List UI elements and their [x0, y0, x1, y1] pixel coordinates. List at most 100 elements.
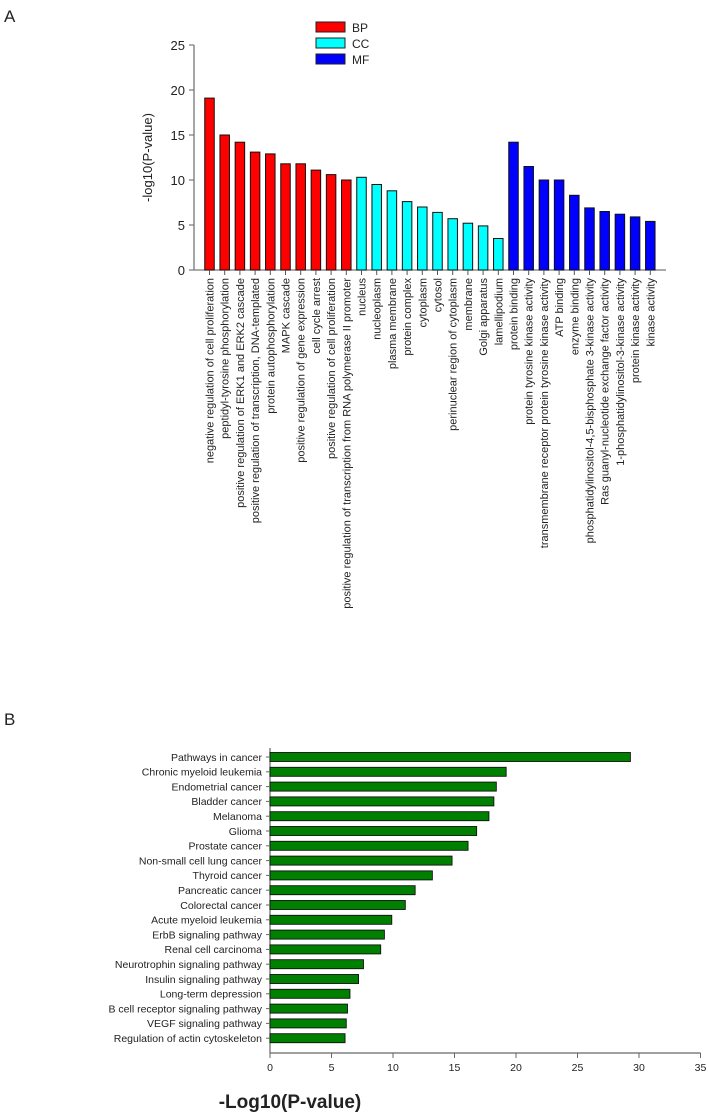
legend-label-cc: CC — [352, 37, 370, 51]
x-tick-label: 15 — [449, 1062, 461, 1074]
x-tick-label: lamellipodium — [493, 278, 505, 345]
bar — [269, 781, 497, 792]
bar-cc — [447, 218, 458, 271]
bar-bp — [325, 174, 337, 271]
y-tick-label: Colorectal cancer — [180, 900, 262, 912]
x-tick-label: protein autophosphorylation — [265, 278, 277, 414]
bar-bp — [280, 163, 291, 271]
x-tick-label: nucleus — [357, 278, 369, 316]
x-tick-label: cytoplasm — [417, 278, 429, 328]
x-tick-label: 1-phosphatidylinositol-3-kinase activity — [615, 278, 627, 466]
legend-label-bp: BP — [352, 21, 368, 35]
y-tick-label: 25 — [171, 38, 185, 53]
y-tick-label: Insulin signaling pathway — [145, 974, 262, 986]
bar — [269, 944, 382, 955]
x-tick-label: cell cycle arrest — [311, 278, 323, 354]
x-tick-label: ATP binding — [554, 278, 566, 337]
x-tick-label: peptidyl-tyrosine phosphorylation — [220, 278, 232, 439]
y-tick-label: Thyroid cancer — [193, 870, 263, 882]
y-tick-label: 15 — [171, 128, 185, 143]
x-tick-label: negative regulation of cell proliferatio… — [205, 278, 217, 463]
bar — [269, 752, 631, 762]
bar-cc — [462, 222, 474, 271]
y-tick-label: B cell receptor signaling pathway — [108, 1003, 262, 1015]
x-tick-label: positive regulation of transcription, DN… — [250, 278, 262, 523]
y-tick-label: Glioma — [229, 826, 262, 838]
y-tick-label: Non-small cell lung cancer — [139, 855, 263, 867]
x-tick-label: positive regulation of gene expression — [296, 278, 308, 463]
x-tick-label: 5 — [329, 1062, 335, 1074]
y-tick-label: Renal cell carcinoma — [165, 944, 263, 956]
x-tick-label: 25 — [572, 1062, 584, 1074]
panel-a-label: A — [4, 7, 16, 26]
bar-mf — [508, 141, 519, 271]
bar — [269, 840, 469, 851]
y-tick-label: Endometrial cancer — [172, 781, 263, 793]
bar — [269, 811, 490, 822]
bar-cc — [356, 176, 367, 271]
y-tick-label: Bladder cancer — [191, 796, 262, 808]
x-tick-label: transmembrane receptor protein tyrosine … — [539, 278, 551, 549]
y-tick-label: VEGF signaling pathway — [147, 1018, 263, 1030]
bar-cc — [432, 211, 443, 271]
bar — [269, 1033, 346, 1044]
x-tick-label: protein kinase activity — [630, 278, 642, 384]
bar-mf — [599, 211, 610, 271]
kegg-pathway-chart: 0 5 10 15 20 25 30 35 Pathways in cancer Chronic … — [108, 748, 706, 1113]
panel-b-label: B — [4, 710, 15, 729]
bar-mf — [584, 207, 595, 271]
bar-mf — [645, 220, 656, 271]
y-tick-label: 20 — [171, 83, 185, 98]
y-tick-label: Regulation of actin cytoskeleton — [114, 1033, 262, 1045]
x-tick-label: 0 — [267, 1062, 273, 1074]
bar — [269, 988, 351, 999]
x-tick-label: 10 — [387, 1062, 399, 1074]
y-tick-label: 10 — [171, 173, 185, 188]
bar-cc — [477, 225, 489, 271]
legend-swatch-cc — [315, 37, 346, 49]
legend-label-mf: MF — [352, 53, 369, 67]
x-tick-label: membrane — [463, 278, 475, 331]
x-tick-label: 35 — [695, 1062, 707, 1074]
x-tick-label: Golgi apparatus — [478, 278, 490, 356]
y-tick-label: Long-term depression — [160, 989, 262, 1001]
bar — [269, 1003, 348, 1014]
x-tick-label: 30 — [633, 1062, 645, 1074]
bar — [269, 870, 433, 881]
bar-mf — [614, 213, 626, 271]
x-tick-label: positive regulation of ERK1 and ERK2 cas… — [235, 278, 247, 508]
bar-bp — [204, 97, 215, 271]
bar-mf — [629, 216, 641, 271]
bar-cc — [386, 190, 398, 271]
go-enrichment-chart: 0 5 10 15 20 25 -log10(P-value) BP CC MF negative … — [140, 21, 666, 609]
x-tick-label: cytosol — [433, 278, 445, 312]
y-axis-label: -log10(P-value) — [140, 113, 155, 202]
y-tick-label: Melanoma — [213, 811, 262, 823]
y-tick-label: 0 — [178, 263, 185, 278]
y-tick-label: Acute myeloid leukemia — [151, 915, 262, 927]
x-tick-label: positive regulation of cell proliferatio… — [326, 278, 338, 459]
bar-mf — [553, 179, 565, 271]
y-tick-label: Pancreatic cancer — [178, 885, 263, 897]
x-tick-label: MAPK cascade — [281, 278, 293, 353]
bar — [269, 766, 507, 777]
bar-bp — [219, 134, 230, 271]
y-tick-label: Chronic myeloid leukemia — [142, 767, 262, 779]
x-tick-label: protein complex — [402, 278, 414, 356]
x-tick-label: enzyme binding — [569, 278, 581, 355]
bar-mf — [569, 194, 580, 271]
x-tick-label: kinase activity — [645, 278, 657, 347]
legend-swatch-mf — [315, 53, 346, 65]
bar-bp — [341, 179, 352, 271]
bar-bp — [265, 153, 276, 271]
x-tick-label: 20 — [510, 1062, 522, 1074]
bar-bp — [310, 169, 322, 271]
x-tick-label: Ras guanyl-nucleotide exchange factor ac… — [600, 278, 612, 505]
x-tick-label: positive regulation of transcription fro… — [341, 278, 353, 609]
x-tick-label: protein tyrosine kinase activity — [524, 278, 536, 425]
bar — [269, 885, 416, 896]
bar-bp — [295, 163, 306, 271]
bar — [269, 855, 453, 866]
x-tick-label: phosphatidylinositol-4,5-bisphosphate 3-… — [585, 278, 597, 544]
